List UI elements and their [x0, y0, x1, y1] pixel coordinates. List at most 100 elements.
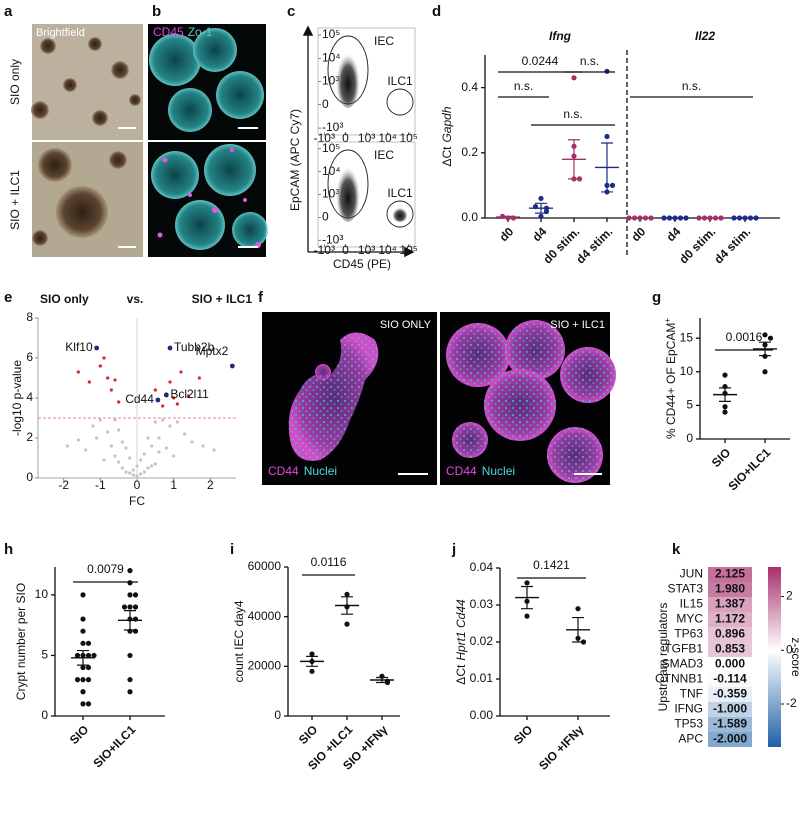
x-tick-label: 10⁴: [378, 131, 397, 145]
data-point: [76, 438, 80, 442]
y-tick-label: 0: [322, 97, 329, 111]
data-point: [604, 133, 610, 140]
x-tick-label: SIO+ILC1: [91, 722, 139, 770]
error-bar: [376, 676, 388, 684]
data-point: [609, 182, 616, 188]
x-tick-label: 10⁵: [399, 243, 417, 257]
y-axis-label: ΔCt Hprt1 Cd44: [454, 599, 468, 685]
data-point: [91, 652, 97, 659]
data-point: [164, 446, 168, 450]
data-point: [109, 444, 113, 448]
channel-label: Nuclei: [304, 464, 337, 478]
row-label: SMAD3: [662, 657, 704, 671]
row-label: TGFB1: [664, 642, 703, 656]
cd45-cells: [157, 148, 261, 248]
cell-label: -1.000: [713, 702, 747, 716]
panel-letter: b: [152, 3, 161, 20]
data-point: [179, 370, 183, 374]
data-point: [524, 613, 530, 619]
y-axis-label: EpCAM (APC Cy7): [288, 109, 302, 211]
x-axis-label: CD45 (PE): [333, 257, 391, 271]
y-tick-label: 0: [322, 209, 329, 223]
significance-label: n.s.: [682, 79, 701, 93]
x-tick-label: d4: [664, 224, 684, 244]
data-point: [85, 652, 92, 659]
y-axis-label-text: Crypt number per SIO: [14, 583, 28, 700]
data-point: [74, 652, 81, 659]
data-point: [201, 444, 205, 448]
cell-label: 0.896: [715, 627, 745, 641]
panel-letter: e: [4, 289, 12, 306]
x-tick-label: 10³: [358, 131, 375, 145]
x-tick-label: 0: [342, 131, 349, 145]
data-point: [80, 640, 86, 646]
row-label: MYC: [676, 612, 703, 626]
y-tick-label: 10⁴: [322, 50, 341, 64]
significance-label: 0.1421: [533, 558, 570, 572]
y-tick-label: 10: [35, 587, 49, 601]
data-point: [91, 424, 95, 428]
channel-label: Zo-1: [188, 25, 213, 39]
y-tick-label: 0.00: [470, 708, 494, 722]
row-label: JUN: [680, 567, 703, 581]
y-axis-label-text: count IEC day4: [232, 600, 246, 682]
cell-label: 1.172: [715, 612, 745, 626]
channel-labels: CD44 Nuclei: [268, 464, 337, 478]
panel-letter: c: [287, 3, 295, 20]
row-label: SIO only: [8, 59, 22, 105]
data-point: [132, 628, 139, 634]
data-point: [106, 376, 110, 380]
group-title: Ifng: [549, 29, 572, 43]
significance-label: n.s.: [563, 107, 582, 121]
data-point: [127, 604, 133, 610]
row-label: TP63: [674, 627, 703, 641]
data-point: [722, 404, 728, 410]
row-label: IFNG: [674, 702, 703, 716]
y-tick-label: 0.03: [470, 597, 494, 611]
data-point: [117, 428, 121, 432]
gate-label: ILC1: [387, 74, 413, 88]
data-point: [127, 568, 133, 574]
row-label: IL15: [680, 597, 704, 611]
x-axis-label: FC: [129, 494, 145, 508]
y-tick-label: 0.02: [470, 634, 494, 648]
panel-f: f SIO ONLY SIO + ILC1 CD44 Nuclei CD44 Nuc…: [258, 289, 616, 485]
significance-label: 0.0244: [522, 54, 559, 68]
data-point: [153, 462, 157, 466]
significance-label: 0.0079: [87, 562, 124, 576]
data-point: [127, 580, 133, 586]
organoids: [288, 320, 616, 483]
x-tick-label: 10⁵: [399, 131, 417, 145]
panel-a: a Brightfield SIO only SIO + ILC1: [4, 3, 143, 257]
heatmap-cell: [708, 657, 752, 672]
data-point: [172, 396, 176, 400]
significance-label: 0.0016: [726, 330, 763, 344]
heatmap-cell: [708, 642, 752, 657]
colorbar-tick-label: 2: [786, 589, 793, 603]
image-title: SIO ONLY: [380, 319, 432, 331]
y-tick-label: -10³: [322, 232, 343, 246]
event-cloud: [336, 48, 360, 108]
data-point: [172, 454, 176, 458]
error-bar: [719, 387, 731, 402]
y-tick-label: 5: [41, 648, 48, 662]
gate-label: ILC1: [387, 186, 413, 200]
y-tick-label: 0.2: [461, 145, 478, 159]
heatmap-cell: [708, 717, 752, 732]
cell-label: -1.589: [713, 717, 747, 731]
gate: [386, 200, 414, 228]
data-point: [80, 677, 86, 683]
point-label: Mptx2: [196, 344, 229, 358]
data-point: [74, 677, 81, 683]
data-point: [135, 474, 139, 478]
data-point: [76, 370, 80, 374]
cell-label: 0.853: [715, 642, 745, 656]
data-point: [604, 68, 610, 74]
data-point: [168, 424, 172, 428]
cell-label: 2.125: [715, 567, 745, 581]
channel-labels: CD45 Zo-1: [153, 25, 213, 39]
x-tick-label: 0: [134, 478, 141, 492]
title: vs.: [127, 292, 144, 306]
heatmap-cell: [708, 672, 752, 687]
